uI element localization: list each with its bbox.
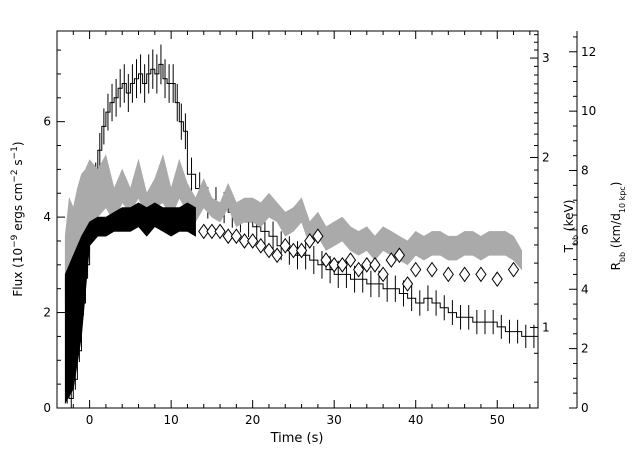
series-3-point — [263, 242, 275, 259]
series-3-point — [198, 223, 210, 240]
series-3-point — [401, 276, 414, 292]
x-tick-label: 40 — [408, 413, 423, 427]
x-axis-label: Time (s) — [270, 431, 324, 446]
series-3-point — [385, 252, 397, 268]
series-3-point — [304, 233, 316, 249]
y-axis-left: 0 2 4 6 — [43, 49, 65, 415]
series-3-point — [279, 237, 291, 254]
series-3-point — [328, 256, 340, 273]
series-3-point — [361, 256, 373, 273]
y-right-tick-label: 6 — [581, 223, 589, 237]
plot-frame — [56, 30, 539, 409]
y-mid-tick-label: 1 — [542, 320, 550, 334]
y-axis-right-label: Rbb (km/d10 kpc) — [609, 182, 627, 271]
y-right-tick-label: 2 — [581, 342, 589, 356]
y-axis-left-label: Flux (10−9 ergs cm−2 s−1) — [10, 141, 25, 296]
series-3-point — [377, 266, 389, 283]
series-3-point — [238, 233, 251, 249]
x-tick-label: 20 — [245, 413, 260, 427]
series-3-point — [491, 271, 503, 288]
x-tick-label: 30 — [327, 413, 342, 427]
series-3-point — [214, 223, 226, 240]
x-axis: 0 10 20 30 40 50 — [56, 31, 531, 427]
y-axis-mid-label: Tbb (keV) — [562, 200, 580, 254]
y-right-tick-label: 8 — [581, 164, 589, 178]
series-3-point — [369, 256, 381, 273]
series-3-point — [271, 247, 283, 264]
y-left-tick-label: 6 — [43, 115, 51, 129]
series-3-point — [295, 242, 308, 259]
y-mid-tick-label: 2 — [542, 150, 550, 164]
series-3-point — [442, 266, 454, 283]
series-3-point — [426, 261, 438, 278]
series-3-point — [206, 223, 218, 240]
plot-content — [64, 44, 538, 408]
x-tick-label: 50 — [490, 413, 505, 427]
y-right-tick-label: 12 — [581, 45, 596, 59]
x-tick-label: 0 — [86, 413, 94, 427]
series-3-point — [410, 261, 422, 278]
y-right-tick-label: 0 — [581, 401, 589, 415]
series-3-point — [247, 233, 259, 249]
y-right-tick-label: 4 — [581, 282, 589, 296]
y-right-tick-label: 10 — [581, 104, 596, 118]
series-3-point — [459, 266, 471, 283]
series-2-band — [64, 202, 196, 405]
y-axis-right: 0 2 4 6 8 10 12 — [569, 31, 596, 415]
series-3-point — [222, 228, 234, 245]
y-left-tick-label: 0 — [43, 401, 51, 415]
y-left-tick-label: 4 — [43, 210, 51, 224]
series-3-point — [312, 228, 324, 245]
series-3-point — [320, 252, 332, 268]
x-tick-label: 10 — [163, 413, 178, 427]
series-3-point — [255, 237, 267, 254]
series-3-point — [353, 261, 365, 278]
y-axis-mid: 1 2 3 — [530, 34, 550, 383]
series-3-point — [344, 252, 357, 268]
series-3-point — [287, 242, 300, 259]
series-3-point — [336, 256, 348, 273]
series-3-point — [507, 261, 520, 278]
series-3-point — [475, 266, 487, 283]
series-3-point — [230, 228, 242, 245]
y-left-tick-label: 2 — [43, 306, 51, 320]
series-3-point — [393, 247, 406, 264]
y-mid-tick-label: 3 — [542, 51, 550, 65]
